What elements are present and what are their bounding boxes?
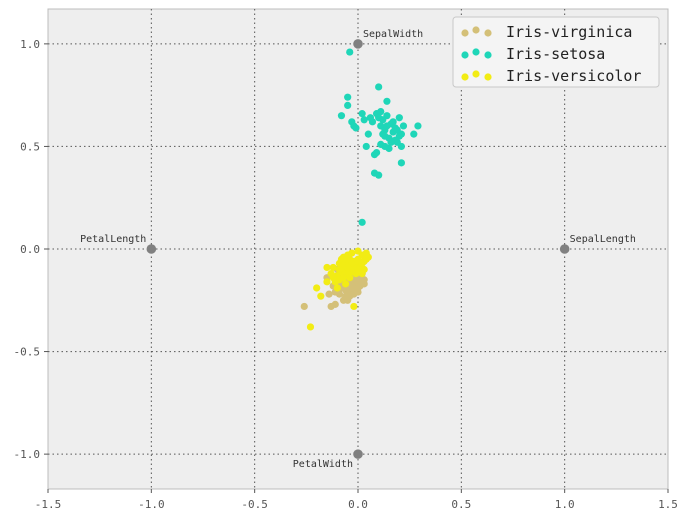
- data-point: [337, 112, 346, 120]
- data-point: [383, 122, 391, 130]
- data-point: [313, 284, 321, 292]
- data-point: [329, 263, 337, 272]
- data-point: [331, 278, 339, 286]
- x-tick-label: 0.5: [451, 498, 471, 511]
- data-point: [358, 270, 366, 278]
- data-point: [346, 274, 354, 282]
- data-point: [393, 126, 401, 134]
- data-point: [323, 263, 331, 272]
- data-point: [352, 124, 360, 132]
- x-tick-label: -1.0: [138, 498, 165, 511]
- data-point: [375, 83, 383, 91]
- data-point: [356, 276, 364, 284]
- data-point: [300, 302, 308, 311]
- legend-marker: [472, 26, 480, 34]
- data-point: [362, 255, 370, 263]
- data-point: [399, 122, 408, 130]
- x-tick-label: 0.0: [348, 498, 368, 511]
- y-tick-label: 1.0: [20, 38, 40, 51]
- data-point: [389, 118, 397, 126]
- x-tick-label: 1.0: [555, 498, 575, 511]
- data-point: [377, 107, 385, 116]
- anchor-label: PetalLength: [80, 234, 146, 245]
- data-point: [387, 138, 395, 146]
- data-point: [348, 249, 356, 257]
- data-point: [344, 93, 352, 101]
- data-point: [410, 130, 418, 138]
- y-tick-label: 0.5: [20, 140, 40, 153]
- data-point: [364, 130, 372, 138]
- data-point: [342, 292, 350, 300]
- legend-marker: [461, 51, 469, 59]
- data-point: [381, 142, 389, 151]
- data-point: [358, 110, 366, 118]
- anchor-label: SepalLength: [570, 234, 636, 245]
- data-point: [362, 142, 370, 151]
- data-point: [414, 122, 422, 130]
- legend-marker: [461, 73, 469, 81]
- x-tick-label: -1.5: [35, 498, 62, 511]
- anchor-point: [146, 244, 157, 254]
- legend-label: Iris-versicolor: [506, 67, 641, 85]
- data-point: [346, 48, 354, 56]
- data-point: [366, 114, 374, 122]
- data-point: [344, 263, 352, 272]
- data-point: [342, 280, 350, 288]
- data-point: [379, 116, 387, 124]
- data-point: [335, 265, 343, 274]
- data-point: [323, 278, 331, 286]
- data-point: [381, 132, 389, 140]
- data-point: [317, 292, 325, 300]
- data-point: [333, 284, 341, 292]
- legend-marker: [472, 70, 480, 78]
- anchor-label: SepalWidth: [363, 29, 423, 40]
- data-point: [306, 323, 315, 331]
- legend-marker: [484, 51, 492, 59]
- y-tick-label: -0.5: [14, 346, 41, 359]
- legend-label: Iris-setosa: [506, 45, 605, 63]
- data-point: [397, 159, 405, 167]
- anchor-point: [353, 449, 363, 459]
- anchor-point: [559, 244, 570, 254]
- legend-marker: [484, 73, 492, 81]
- data-point: [358, 218, 366, 226]
- anchor-point: [353, 39, 363, 49]
- x-tick-label: 1.5: [658, 498, 678, 511]
- legend-marker: [472, 48, 480, 56]
- data-point: [354, 284, 362, 292]
- legend-marker: [461, 29, 469, 37]
- data-point: [397, 142, 405, 151]
- legend-marker: [484, 29, 492, 37]
- data-point: [375, 171, 383, 179]
- y-tick-label: 0.0: [20, 243, 40, 256]
- data-point: [331, 300, 339, 308]
- data-point: [373, 148, 381, 157]
- data-point: [325, 290, 333, 298]
- data-point: [344, 101, 352, 110]
- data-point: [350, 302, 358, 311]
- legend-label: Iris-virginica: [506, 23, 632, 41]
- anchor-label: PetalWidth: [293, 459, 353, 470]
- data-point: [395, 114, 403, 122]
- data-point: [360, 116, 368, 124]
- legend-box: [452, 16, 660, 88]
- x-tick-label: -0.5: [241, 498, 268, 511]
- data-point: [383, 97, 391, 105]
- y-tick-label: -1.0: [14, 448, 41, 461]
